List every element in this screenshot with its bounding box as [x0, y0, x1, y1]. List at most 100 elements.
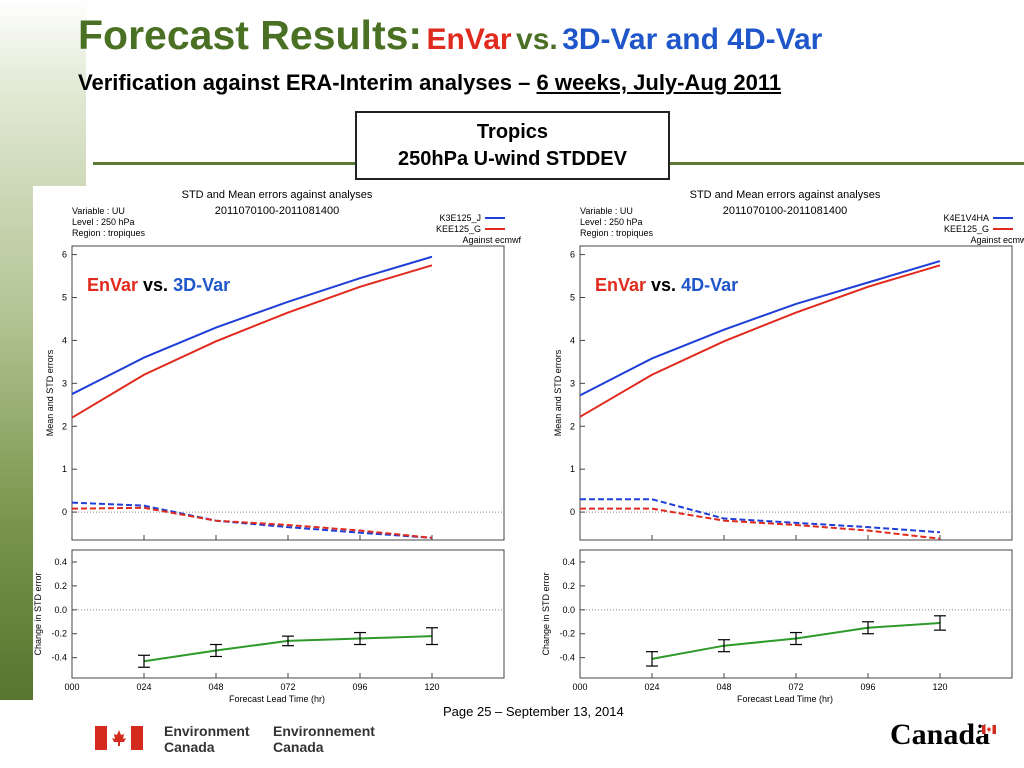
legend-label: K3E125_J [439, 213, 481, 223]
x-tick-label: 072 [280, 682, 295, 692]
y-tick-label: 4 [570, 335, 575, 345]
chart-title: STD and Mean errors against analyses [690, 189, 881, 201]
y-tick-label: 2 [570, 421, 575, 431]
legend-label: Against ecmwf [970, 235, 1024, 245]
chart-info-line: Level : 250 hPa [72, 217, 135, 227]
annotation-envar: EnVar [87, 275, 138, 295]
org-en-line1: Environment [164, 723, 250, 739]
variable-label: 250hPa U-wind STDDEV [398, 148, 627, 170]
divider-right [670, 162, 1024, 165]
y-tick-label: 4 [62, 335, 67, 345]
x-axis-label: Forecast Lead Time (hr) [229, 694, 325, 704]
diff-y-tick-label: 0.4 [54, 557, 67, 567]
region-box: Tropics 250hPa U-wind STDDEV [355, 111, 670, 180]
x-tick-label: 120 [424, 682, 439, 692]
org-fr-line1: Environnement [273, 723, 375, 739]
y-tick-label: 2 [62, 421, 67, 431]
legend-label: KEE125_G [436, 224, 481, 234]
title-rest: 3D-Var and 4D-Var [562, 23, 823, 56]
wordmark-flag-icon [982, 725, 996, 734]
x-axis-label: Forecast Lead Time (hr) [737, 694, 833, 704]
slide-title: Forecast Results: EnVar vs. 3D-Var and 4… [78, 12, 822, 59]
mean-error-line-2 [71, 501, 433, 539]
mean-error-line-3 [580, 507, 941, 540]
canada-wordmark: Canadä [890, 718, 991, 751]
page-number: Page 25 – September 13, 2014 [443, 704, 624, 719]
x-tick-label: 072 [788, 682, 803, 692]
y-tick-label: 1 [570, 464, 575, 474]
diff-y-tick-label: -0.2 [559, 629, 575, 639]
y-axis-label: Mean and STD errors [45, 349, 55, 436]
chart-date-range: 2011070100-2011081400 [723, 205, 847, 217]
x-tick-label: 024 [644, 682, 659, 692]
chart-title: STD and Mean errors against analyses [182, 189, 373, 201]
chart-svg-4dvar: STD and Mean errors against analyses2011… [541, 189, 1024, 704]
diff-y-tick-label: 0.2 [54, 581, 67, 591]
y-tick-label: 5 [570, 293, 575, 303]
x-tick-label: 096 [352, 682, 367, 692]
subtitle-text: Verification against ERA-Interim analyse… [78, 70, 531, 95]
y-tick-label: 6 [62, 250, 67, 260]
diff-y-tick-label: -0.2 [51, 629, 67, 639]
org-en-line2: Canada [164, 739, 215, 755]
std-error-line-0 [579, 260, 941, 397]
legend-label: K4E1V4HA [943, 213, 989, 223]
annotation-method: 3D-Var [173, 275, 230, 295]
y-tick-label: 6 [570, 250, 575, 260]
x-tick-label: 048 [716, 682, 731, 692]
y-axis-label: Mean and STD errors [553, 349, 563, 436]
diff-y-tick-label: -0.4 [559, 653, 575, 663]
x-tick-label: 120 [932, 682, 947, 692]
title-envar: EnVar [426, 23, 512, 56]
x-tick-label: 000 [64, 682, 79, 692]
x-tick-label: 000 [572, 682, 587, 692]
divider-left [93, 162, 355, 165]
y-tick-label: 3 [62, 378, 67, 388]
x-tick-label: 048 [208, 682, 223, 692]
subtitle-period: 6 weeks, July-Aug 2011 [536, 70, 782, 95]
std-error-line-1 [71, 264, 433, 419]
chart-envar-vs-4dvar: STD and Mean errors against analyses 2011… [541, 186, 1024, 706]
title-main: Forecast Results: [78, 12, 423, 58]
y-tick-label: 0 [62, 507, 67, 517]
diff-y-tick-label: 0.0 [562, 605, 575, 615]
chart-envar-vs-3dvar: STD and Mean errors against analyses 2011… [33, 186, 521, 706]
y-tick-label: 3 [570, 378, 575, 388]
legend-label: KEE125_G [944, 224, 989, 234]
org-fr-line2: Canada [273, 739, 324, 755]
bottom-panel-frame [579, 549, 1013, 679]
chart-info-line: Variable : UU [580, 206, 633, 216]
canada-flag-icon [95, 726, 143, 750]
org-name-fr: Environnement Canada [273, 723, 375, 755]
std-error-line-0 [71, 255, 433, 395]
diff-y-axis-label: Change in STD error [541, 572, 551, 655]
annotation-vs: vs. [646, 275, 681, 295]
std-error-line-1 [579, 264, 941, 418]
x-tick-label: 096 [860, 682, 875, 692]
chart-annotation: EnVar vs. 4D-Var [595, 275, 738, 295]
y-tick-label: 5 [62, 293, 67, 303]
chart-date-range: 2011070100-2011081400 [215, 205, 339, 217]
diff-y-axis-label: Change in STD error [33, 572, 43, 655]
diff-y-tick-label: 0.4 [562, 557, 575, 567]
chart-svg-3dvar: STD and Mean errors against analyses2011… [33, 189, 521, 704]
chart-info-line: Level : 250 hPa [580, 217, 643, 227]
bottom-panel-frame [71, 549, 505, 679]
x-tick-label: 024 [136, 682, 151, 692]
legend-label: Against ecmwf [462, 235, 521, 245]
region-label: Tropics [476, 121, 549, 143]
org-name-en: Environment Canada [164, 723, 250, 755]
diff-y-tick-label: 0.2 [562, 581, 575, 591]
diff-y-tick-label: 0.0 [54, 605, 67, 615]
title-vs: vs. [516, 23, 558, 56]
chart-info-line: Variable : UU [72, 206, 125, 216]
chart-annotation: EnVar vs. 3D-Var [87, 275, 230, 295]
mean-error-line-2 [580, 498, 941, 534]
y-tick-label: 1 [62, 464, 67, 474]
y-tick-label: 0 [570, 507, 575, 517]
diff-y-tick-label: -0.4 [51, 653, 67, 663]
annotation-envar: EnVar [595, 275, 646, 295]
annotation-vs: vs. [138, 275, 173, 295]
annotation-method: 4D-Var [681, 275, 738, 295]
slide-subtitle: Verification against ERA-Interim analyse… [78, 70, 781, 96]
